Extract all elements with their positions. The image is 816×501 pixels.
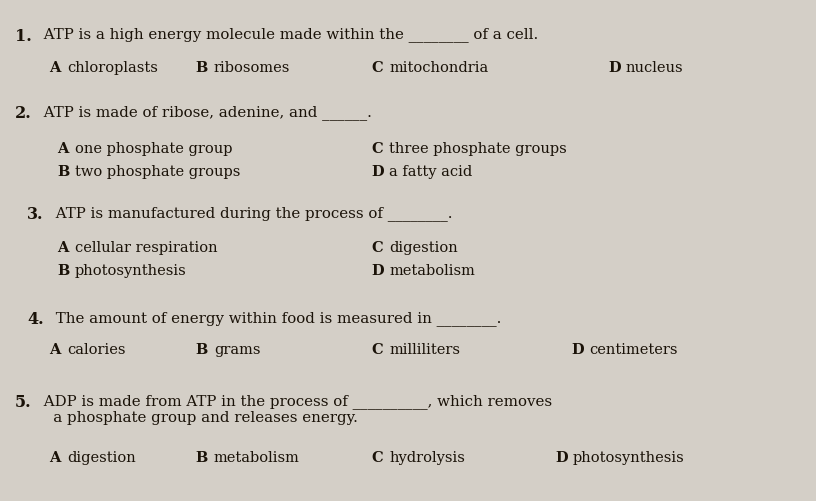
Text: A: A bbox=[57, 240, 69, 255]
Text: B: B bbox=[196, 450, 208, 464]
Text: C: C bbox=[371, 240, 383, 255]
Text: 2.: 2. bbox=[15, 105, 32, 122]
Text: B: B bbox=[196, 343, 208, 357]
Text: photosynthesis: photosynthesis bbox=[573, 450, 685, 464]
Text: 3.: 3. bbox=[27, 205, 43, 222]
Text: B: B bbox=[57, 264, 69, 278]
Text: D: D bbox=[571, 343, 583, 357]
Text: 1.: 1. bbox=[15, 28, 32, 45]
Text: D: D bbox=[371, 264, 384, 278]
Text: grams: grams bbox=[214, 343, 260, 357]
Text: C: C bbox=[371, 343, 383, 357]
Text: chloroplasts: chloroplasts bbox=[67, 61, 157, 75]
Text: metabolism: metabolism bbox=[214, 450, 299, 464]
Text: 5.: 5. bbox=[15, 393, 31, 410]
Text: C: C bbox=[371, 450, 383, 464]
Text: calories: calories bbox=[67, 343, 126, 357]
Text: B: B bbox=[57, 164, 69, 178]
Text: metabolism: metabolism bbox=[389, 264, 475, 278]
Text: digestion: digestion bbox=[67, 450, 135, 464]
Text: one phosphate group: one phosphate group bbox=[75, 141, 233, 155]
Text: D: D bbox=[555, 450, 567, 464]
Text: D: D bbox=[608, 61, 620, 75]
Text: a fatty acid: a fatty acid bbox=[389, 164, 472, 178]
Text: A: A bbox=[49, 343, 60, 357]
Text: D: D bbox=[371, 164, 384, 178]
Text: centimeters: centimeters bbox=[589, 343, 677, 357]
Text: digestion: digestion bbox=[389, 240, 458, 255]
Text: photosynthesis: photosynthesis bbox=[75, 264, 187, 278]
Text: C: C bbox=[371, 61, 383, 75]
Text: The amount of energy within food is measured in ________.: The amount of energy within food is meas… bbox=[51, 311, 502, 326]
Text: A: A bbox=[57, 141, 69, 155]
Text: milliliters: milliliters bbox=[389, 343, 460, 357]
Text: two phosphate groups: two phosphate groups bbox=[75, 164, 241, 178]
Text: A: A bbox=[49, 450, 60, 464]
Text: three phosphate groups: three phosphate groups bbox=[389, 141, 567, 155]
Text: hydrolysis: hydrolysis bbox=[389, 450, 465, 464]
Text: ATP is manufactured during the process of ________.: ATP is manufactured during the process o… bbox=[51, 205, 453, 220]
Text: ADP is made from ATP in the process of __________, which removes
   a phosphate : ADP is made from ATP in the process of _… bbox=[39, 393, 552, 424]
Text: B: B bbox=[196, 61, 208, 75]
Text: nucleus: nucleus bbox=[626, 61, 684, 75]
Text: ATP is a high energy molecule made within the ________ of a cell.: ATP is a high energy molecule made withi… bbox=[39, 28, 539, 43]
Text: ATP is made of ribose, adenine, and ______.: ATP is made of ribose, adenine, and ____… bbox=[39, 105, 372, 120]
Text: A: A bbox=[49, 61, 60, 75]
Text: 4.: 4. bbox=[27, 311, 43, 328]
Text: C: C bbox=[371, 141, 383, 155]
Text: mitochondria: mitochondria bbox=[389, 61, 489, 75]
Text: ribosomes: ribosomes bbox=[214, 61, 290, 75]
Text: cellular respiration: cellular respiration bbox=[75, 240, 218, 255]
